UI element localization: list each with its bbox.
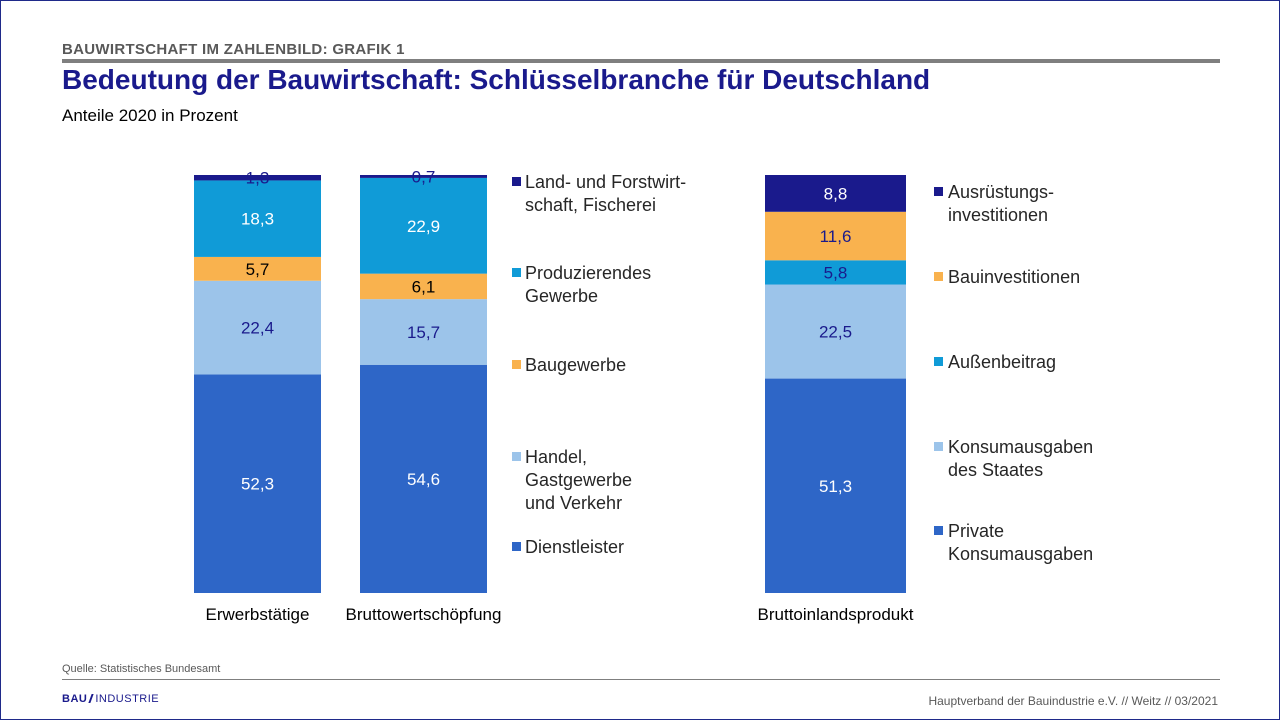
legend-label: Konsumausgaben [948,544,1093,564]
legend-label: Bauinvestitionen [948,267,1080,287]
category-label: Erwerbstätige [206,605,310,624]
bar-segment-land-und-forstwirtschaft-fischerei-erwerbstätige [194,175,321,181]
category-label: Bruttowertschöpfung [346,605,502,624]
legend-swatch [934,357,943,366]
data-label: 22,9 [407,217,440,236]
legend-label: investitionen [948,205,1048,225]
bar-segment-außenbeitrag-bruttoinlandsprodukt [765,260,906,285]
data-label: 5,7 [246,260,270,279]
legend-swatch [934,272,943,281]
data-label: 8,8 [824,184,848,203]
bar-segment-konsumausgaben-des-staates-bruttoinlandsprodukt [765,284,906,379]
bar-segment-dienstleister-bruttowertschöpfung [360,364,487,593]
legend-label: Handel, [525,447,587,467]
data-label: 18,3 [241,210,274,229]
legend-swatch [934,187,943,196]
legend-label: Baugewerbe [525,355,626,375]
legend-label: und Verkehr [525,493,622,513]
bar-segment-bauinvestitionen-bruttoinlandsprodukt [765,211,906,261]
bar-segment-private-konsumausgaben-bruttoinlandsprodukt [765,378,906,593]
source-note: Quelle: Statistisches Bundesamt [62,663,221,675]
legend-label: Außenbeitrag [948,352,1056,372]
supertitle: BAUWIRTSCHAFT IM ZAHLENBILD: GRAFIK 1 [62,41,405,58]
legend-label: Ausrüstungs- [948,182,1054,202]
logo-text-right: INDUSTRIE [95,693,160,705]
legend-swatch [512,360,521,369]
bauindustrie-logo: BAU INDUSTRIE [62,693,159,705]
data-label: 5,8 [824,263,848,282]
legend-label: Private [948,521,1004,541]
legend-swatch [934,442,943,451]
data-label: 1,3 [246,169,270,188]
legend-swatch [512,452,521,461]
data-label: 52,3 [241,475,274,494]
legend-label: Land- und Forstwirt- [525,172,686,192]
category-label: Bruttoinlandsprodukt [758,605,914,624]
legend-swatch [512,542,521,551]
bar-segment-produzierendes-gewerbe-bruttowertschöpfung [360,177,487,274]
data-label: 22,4 [241,319,274,338]
bar-segment-handel-gastgewerbe-und-verkehr-bruttowertschöpfung [360,299,487,365]
legend-label: Gastgewerbe [525,470,632,490]
bar-segment-produzierendes-gewerbe-erwerbstätige [194,180,321,257]
data-label: 22,5 [819,323,852,342]
legend-swatch [512,268,521,277]
bar-segment-ausrüstungsinvestitionen-bruttoinlandsprodukt [765,175,906,212]
legend-label: Gewerbe [525,286,598,306]
data-label: 6,1 [412,277,436,296]
legend-swatch [512,177,521,186]
footer-rule [62,679,1220,680]
legend-swatch [934,526,943,535]
logo-separator-icon [88,694,94,703]
bar-segment-land-und-forstwirtschaft-fischerei-bruttowertschöpfung [360,175,487,178]
bar-segment-baugewerbe-bruttowertschöpfung [360,273,487,300]
bar-segment-baugewerbe-erwerbstätige [194,256,321,281]
legend-label: des Staates [948,460,1043,480]
page-title: Bedeutung der Bauwirtschaft: Schlüsselbr… [62,64,931,95]
page-subtitle: Anteile 2020 in Prozent [62,106,238,125]
data-label: 11,6 [820,227,852,246]
legend-label: Dienstleister [525,537,624,557]
title-rule [62,59,1220,63]
data-label: 15,7 [407,323,440,342]
footer-credit: Hauptverband der Bauindustrie e.V. // We… [928,694,1218,708]
data-label: 54,6 [407,470,440,489]
data-label: 0,7 [412,167,436,186]
legend-label: Konsumausgaben [948,437,1093,457]
data-label: 51,3 [819,477,852,496]
logo-text-left: BAU [62,693,88,705]
legend-label: Produzierendes [525,263,651,283]
bar-segment-handel-gastgewerbe-und-verkehr-erwerbstätige [194,280,321,375]
bar-segment-dienstleister-erwerbstätige [194,374,321,593]
legend-label: schaft, Fischerei [525,195,656,215]
